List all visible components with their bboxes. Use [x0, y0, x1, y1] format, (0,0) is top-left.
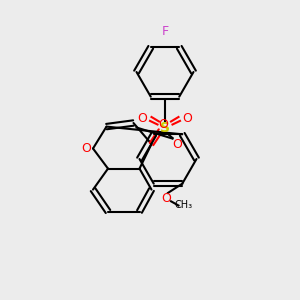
Text: S: S	[160, 121, 170, 134]
Text: O: O	[138, 112, 147, 125]
Text: O: O	[162, 192, 171, 206]
Text: O: O	[172, 137, 182, 151]
Text: F: F	[161, 25, 169, 38]
Text: O: O	[82, 142, 91, 155]
Text: O: O	[183, 112, 192, 125]
Text: O: O	[159, 118, 168, 131]
Text: CH₃: CH₃	[175, 200, 193, 211]
